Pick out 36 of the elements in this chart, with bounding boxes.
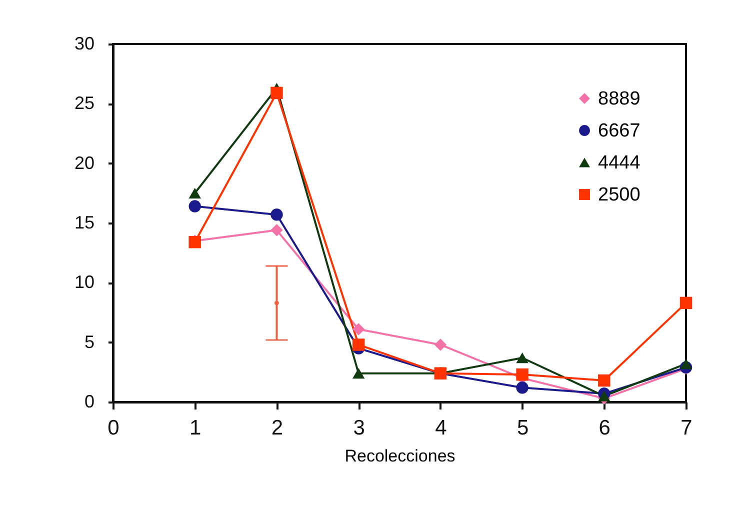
point	[598, 374, 610, 387]
legend-label: 2500	[598, 184, 640, 206]
point	[270, 208, 283, 221]
point	[188, 188, 201, 198]
point	[680, 296, 692, 310]
y-tick-label: 25	[74, 93, 94, 114]
x-axis-title: Recolecciones	[344, 446, 456, 466]
point	[598, 390, 610, 402]
legend-label: 4444	[598, 152, 641, 174]
y-tick-label: 30	[74, 34, 94, 54]
y-tick-label: 15	[74, 212, 94, 232]
point	[352, 368, 365, 379]
x-tick-label: 5	[516, 416, 529, 440]
point	[352, 323, 365, 336]
point	[352, 338, 365, 351]
legend-label: 6667	[598, 120, 640, 142]
y-tick-label: 0	[84, 392, 94, 412]
point	[270, 86, 283, 100]
y-tick-label: 5	[84, 332, 94, 352]
point	[188, 200, 201, 212]
y-tick-label: 10	[74, 272, 94, 292]
legend-label: 8889	[598, 88, 640, 110]
x-tick-label: 1	[190, 416, 202, 440]
y-tick-label: 20	[74, 152, 94, 173]
point	[274, 300, 279, 306]
x-tick-label: 2	[271, 416, 284, 440]
x-tick-label: 6	[598, 416, 610, 440]
point	[680, 358, 692, 370]
x-tick-label: 4	[435, 416, 448, 440]
point	[434, 338, 447, 351]
point	[270, 224, 283, 236]
x-tick-label: 3	[353, 416, 365, 440]
point	[516, 382, 528, 394]
point	[516, 352, 528, 364]
x-tick-label: 7	[680, 416, 692, 440]
x-tick-label: 0	[108, 416, 120, 440]
